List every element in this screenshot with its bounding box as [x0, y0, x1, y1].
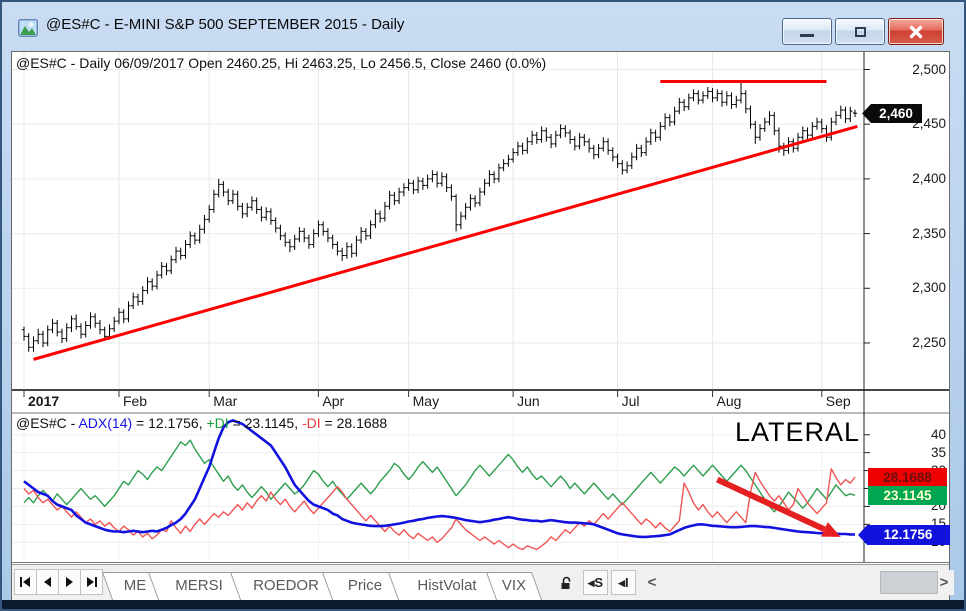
title-bar: @ES#C - E-MINI S&P 500 SEPTEMBER 2015 - …	[2, 2, 964, 49]
tab-scroll-next-button[interactable]	[58, 569, 81, 595]
next-tab-icon	[66, 577, 73, 587]
tab-mersi[interactable]: MERSI	[153, 572, 245, 600]
indicator-axis-label: 35	[930, 444, 946, 460]
price-axis-label: 2,500	[912, 61, 946, 77]
unlocked-padlock-icon	[561, 576, 571, 589]
first-tab-icon	[20, 577, 30, 587]
window-controls	[782, 18, 944, 45]
price-axis-label: 2,400	[912, 170, 946, 186]
scale-button[interactable]: ◂S	[583, 570, 608, 595]
x-axis-label: 2017	[28, 393, 60, 409]
close-button[interactable]	[888, 18, 944, 45]
indicator-tool-button[interactable]: ◂I	[611, 570, 636, 595]
tab-me[interactable]: ME	[107, 572, 163, 600]
di-line	[23, 439, 856, 513]
last-price-tag: 2,460	[862, 104, 922, 123]
indicator-pane-header: @ES#C - ADX(14) = 12.1756, +DI = 23.1145…	[16, 415, 387, 431]
indicator-header-plusdi-label: +DI	[206, 415, 229, 431]
tab-scroll-first-button[interactable]	[14, 569, 37, 595]
prev-tab-icon	[44, 577, 51, 587]
x-axis-label: Jul	[621, 393, 640, 409]
horizontal-scrollbar: < >	[642, 570, 954, 595]
rising-trendline	[33, 124, 858, 361]
minimize-icon	[800, 34, 814, 37]
adx-value-tag: 12.1756	[858, 525, 950, 545]
tab-vix[interactable]: VIX	[491, 572, 537, 600]
scrollbar-right-arrow[interactable]: >	[939, 574, 949, 591]
adx-line	[23, 419, 856, 539]
restore-icon	[854, 26, 866, 37]
tab-scroll-last-button[interactable]	[80, 569, 103, 595]
indicator-header-adx-value: = 12.1756,	[132, 415, 207, 431]
close-icon	[909, 25, 923, 38]
scrollbar-thumb[interactable]	[880, 571, 938, 594]
lateral-arrow-head	[821, 522, 841, 537]
minimize-button[interactable]	[782, 18, 832, 45]
x-axis-label: Mar	[213, 393, 238, 409]
tab-roedor[interactable]: ROEDOR	[235, 572, 337, 600]
x-axis-label: Apr	[322, 393, 345, 409]
x-axis-label: May	[412, 393, 440, 409]
restore-button[interactable]	[835, 18, 885, 45]
indicator-header-minusdi-value: = 28.1688	[320, 415, 388, 431]
minus-di-value-tag: 28.1688	[868, 468, 947, 487]
tab-price[interactable]: Price	[327, 572, 403, 600]
indicator-header-symbol: @ES#C -	[16, 415, 79, 431]
indicator-header-adx-label: ADX(14)	[78, 415, 133, 431]
x-axis-label: Aug	[716, 393, 742, 409]
ohlc-bars	[21, 81, 858, 352]
tab-histvolat[interactable]: HistVolat	[393, 572, 501, 600]
x-axis-label: Jun	[517, 393, 540, 409]
price-axis-label: 2,350	[912, 225, 946, 241]
scrollbar-left-arrow[interactable]: <	[647, 574, 657, 591]
indicator-header-minusdi-label: -DI	[301, 415, 321, 431]
x-axis-label: Feb	[122, 393, 148, 409]
lateral-arrow-shaft	[716, 476, 826, 533]
di-line	[23, 468, 856, 551]
price-pane-header: @ES#C - Daily 06/09/2017 Open 2460.25, H…	[16, 55, 547, 71]
indicator-header-plusdi-value: = 23.1145,	[228, 415, 302, 431]
chart-app-icon	[18, 19, 38, 37]
window-title: @ES#C - E-MINI S&P 500 SEPTEMBER 2015 - …	[46, 16, 405, 33]
sheet-tabs: ME MERSI ROEDOR Price HistVolat VIX	[107, 572, 527, 600]
price-axis-label: 2,300	[912, 280, 946, 296]
tab-nav-group	[14, 569, 103, 595]
indicator-axis-label: 40	[930, 426, 946, 442]
x-axis-label: Sep	[825, 393, 851, 409]
tab-scroll-prev-button[interactable]	[36, 569, 59, 595]
window-bottom-edge	[2, 600, 964, 609]
plus-di-value-tag: 23.1145	[868, 486, 947, 505]
lateral-annotation: LATERAL	[734, 417, 860, 447]
last-tab-icon	[87, 577, 97, 587]
price-axis-label: 2,250	[912, 334, 946, 350]
sheet-tab-bar: ME MERSI ROEDOR Price HistVolat VIX ◂S ◂…	[12, 564, 954, 600]
lock-button[interactable]	[554, 570, 579, 595]
